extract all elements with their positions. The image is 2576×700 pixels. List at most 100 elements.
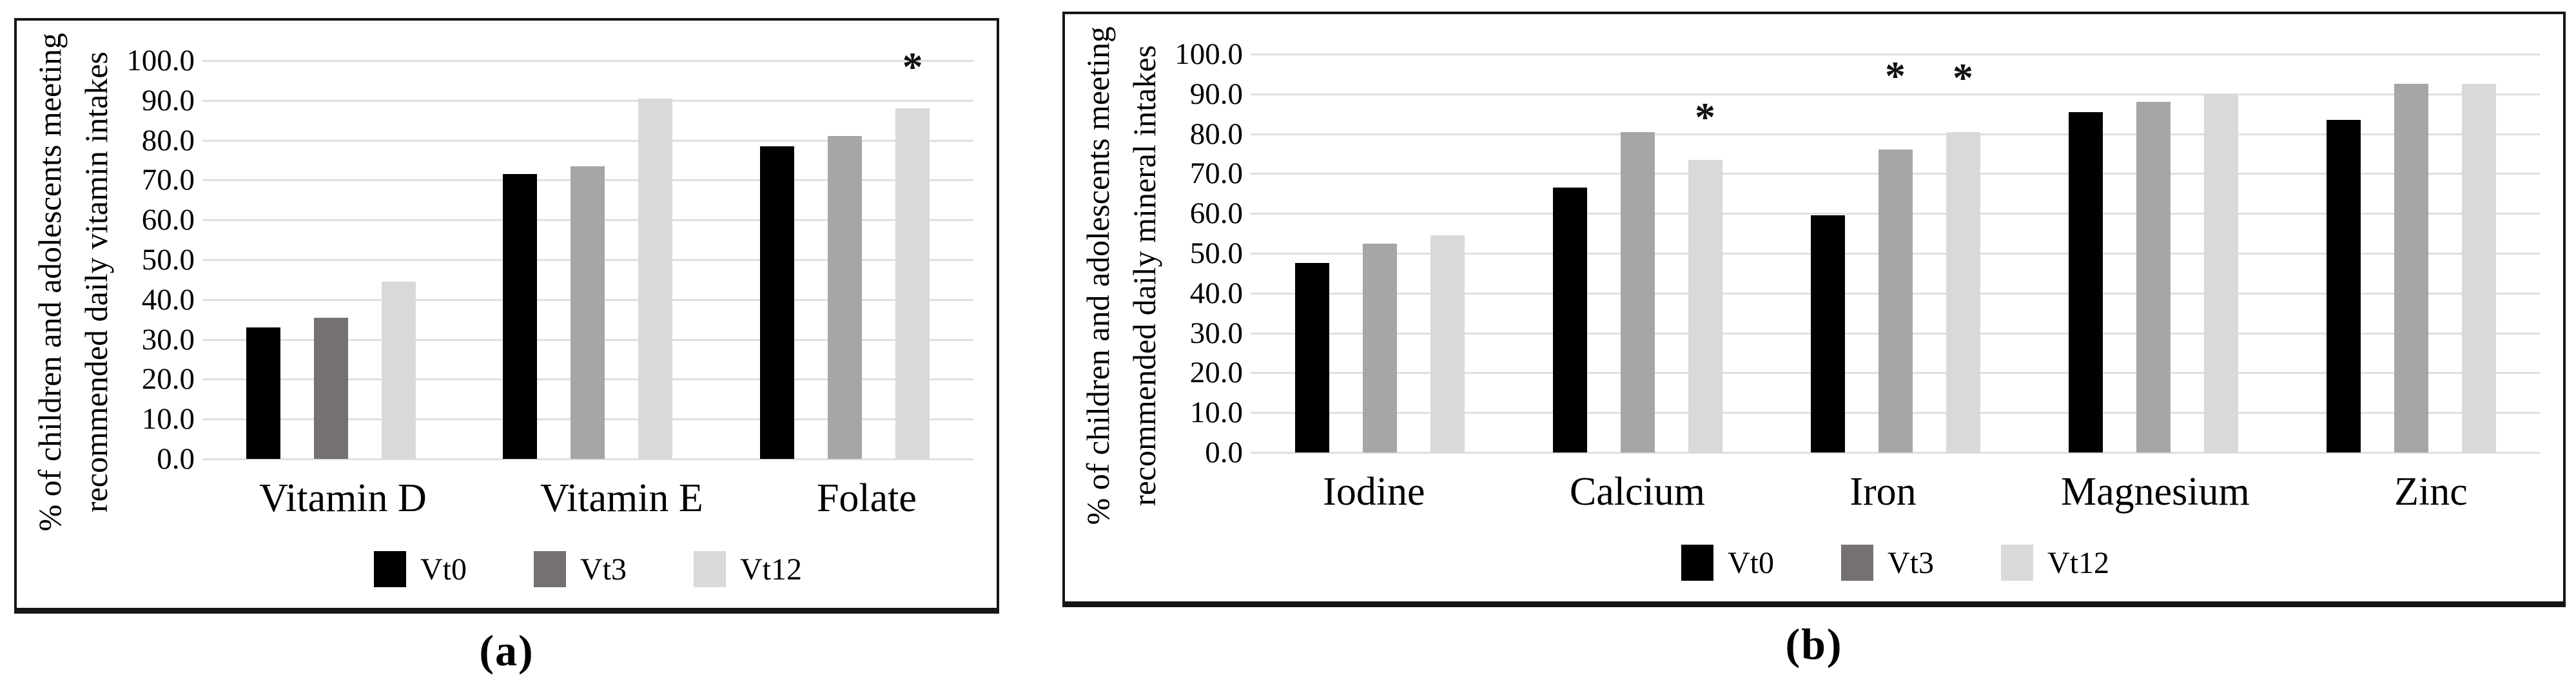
bar-vt0-magnesium [2068, 112, 2103, 452]
significance-asterisk: * [1885, 53, 1906, 99]
y-axis-label-line-1: % of children and adolescents meeting [31, 32, 68, 532]
bar-vt12-magnesium [2203, 93, 2238, 452]
bar-vt3-vitamin-e [571, 166, 605, 459]
bar-vt3-vitamin-d [313, 317, 348, 459]
y-axis-label-line-1: % of children and adolescents meeting [1079, 26, 1116, 525]
bar-vt0-folate [760, 146, 795, 459]
gridline [202, 99, 973, 102]
y-tick-label: 40.0 [1189, 276, 1243, 310]
panel-b-y-axis-label: % of children and adolescents meeting re… [1065, 14, 1173, 601]
gridline [1251, 133, 2540, 135]
bar-vt12-zinc [2461, 84, 2496, 452]
panel-b-box: % of children and adolescents meeting re… [1062, 12, 2566, 607]
category-label-calcium: Calcium [1569, 470, 1705, 514]
bar-group-calcium: * [1552, 54, 1722, 452]
panel-a: % of children and adolescents meeting re… [14, 18, 999, 676]
significance-asterisk: * [902, 44, 923, 90]
bar-vt12-iron: * [1946, 57, 1980, 452]
y-tick-label: 90.0 [1189, 77, 1243, 111]
y-tick-label: 80.0 [1189, 117, 1243, 151]
bar-vt3-magnesium [2136, 102, 2171, 452]
y-tick-label: 0.0 [1205, 436, 1243, 469]
bar-vt0-vitamin-d [246, 327, 280, 459]
legend-item-vt12: Vt12 [2001, 545, 2109, 581]
bar-group-magnesium [2068, 54, 2238, 452]
bar-group-folate: * [760, 46, 930, 459]
y-tick-label: 0.0 [157, 442, 195, 476]
category-label-magnesium: Magnesium [2061, 470, 2250, 514]
bar-group-vitamin-d [246, 61, 416, 459]
gridline [202, 139, 973, 142]
legend-item-vt12: Vt12 [694, 551, 802, 587]
panel-a-box: % of children and adolescents meeting re… [14, 18, 999, 614]
y-tick-label: 80.0 [141, 123, 195, 157]
bar-vt12-calcium: * [1688, 96, 1722, 452]
y-tick-label: 70.0 [141, 163, 195, 197]
bar-group-vitamin-e [503, 61, 673, 459]
bar-vt12-vitamin-d [381, 282, 416, 459]
bar-vt12-folate: * [895, 46, 930, 459]
legend-label-vt3: Vt3 [1888, 545, 1934, 580]
legend-label-vt12: Vt12 [2047, 545, 2109, 580]
legend-swatch-vt3 [1841, 545, 1873, 581]
significance-asterisk: * [1953, 54, 1973, 101]
bar-vt12-vitamin-e [638, 98, 673, 459]
bar-group-iron: * * [1810, 54, 1980, 452]
y-tick-label: 50.0 [1189, 237, 1243, 270]
category-label-vitamin-e: Vitamin E [540, 476, 703, 520]
panel-a-y-axis-label: % of children and adolescents meeting re… [17, 21, 125, 608]
y-tick-label: 50.0 [141, 243, 195, 277]
y-tick-label: 60.0 [1189, 197, 1243, 231]
bar-groups: * [202, 46, 973, 459]
category-label-vitamin-d: Vitamin D [259, 476, 427, 520]
gridline [202, 458, 973, 460]
y-tick-label: 40.0 [141, 282, 195, 316]
legend-label-vt0: Vt0 [420, 552, 467, 587]
legend-item-vt3: Vt3 [1841, 545, 1934, 581]
y-tick-label: 90.0 [141, 83, 195, 117]
panel-a-category-labels: Vitamin D Vitamin E Folate [202, 476, 973, 521]
panel-b-legend: Vt0 Vt3 Vt12 [1251, 545, 2540, 581]
bar-vt3-zinc [2394, 84, 2428, 452]
bar-group-iodine [1294, 54, 1465, 452]
legend-item-vt0: Vt0 [1681, 545, 1774, 581]
bar-vt12-iodine [1430, 235, 1465, 452]
category-label-iodine: Iodine [1323, 470, 1425, 514]
legend-swatch-vt0 [1681, 545, 1713, 581]
y-tick-label: 100.0 [1175, 37, 1243, 71]
panel-b-y-ticks: 100.0 90.0 80.0 70.0 60.0 50.0 40.0 30.0 20.0 10.… [1173, 37, 1251, 469]
bar-groups: * * * [1251, 54, 2540, 452]
legend-swatch-vt3 [534, 551, 566, 587]
panel-b-plot-column: * * * Iodine Calcium Iron Magnesium Zinc Vt0 Vt… [1251, 14, 2540, 601]
panel-a-plot-area: * [202, 46, 973, 460]
y-tick-label: 100.0 [126, 44, 195, 77]
bar-vt0-iron [1810, 215, 1845, 452]
gridline [1251, 452, 2540, 454]
legend-label-vt12: Vt12 [740, 552, 802, 587]
panel-b-category-labels: Iodine Calcium Iron Magnesium Zinc [1251, 469, 2540, 515]
panel-b: % of children and adolescents meeting re… [1062, 12, 2566, 670]
y-tick-label: 70.0 [1189, 157, 1243, 191]
gridline [202, 60, 973, 62]
bar-group-zinc [2326, 54, 2496, 452]
panel-a-caption: (a) [479, 626, 534, 675]
y-axis-label-line-2: recommended daily vitamin intakes [78, 51, 114, 513]
category-label-iron: Iron [1849, 470, 1917, 514]
legend-item-vt0: Vt0 [374, 551, 467, 587]
bar-vt0-calcium [1552, 188, 1587, 452]
panel-b-caption: (b) [1785, 619, 1843, 668]
bar-vt3-calcium [1620, 131, 1655, 452]
legend-swatch-vt0 [374, 551, 406, 587]
legend-label-vt3: Vt3 [580, 552, 627, 587]
category-label-folate: Folate [816, 476, 917, 520]
gridline [1251, 93, 2540, 95]
y-tick-label: 20.0 [141, 362, 195, 396]
bar-vt0-vitamin-e [503, 174, 538, 459]
y-tick-label: 30.0 [1189, 316, 1243, 350]
bar-vt3-folate [828, 136, 863, 459]
bar-vt3-iron: * [1878, 55, 1913, 452]
panel-a-y-ticks: 100.0 90.0 80.0 70.0 60.0 50.0 40.0 30.0 20.0 10.… [125, 44, 202, 476]
bar-vt0-iodine [1294, 263, 1329, 452]
panel-a-plot-column: * Vitamin D Vitamin E Folate Vt0 Vt3 Vt12 [202, 21, 973, 608]
